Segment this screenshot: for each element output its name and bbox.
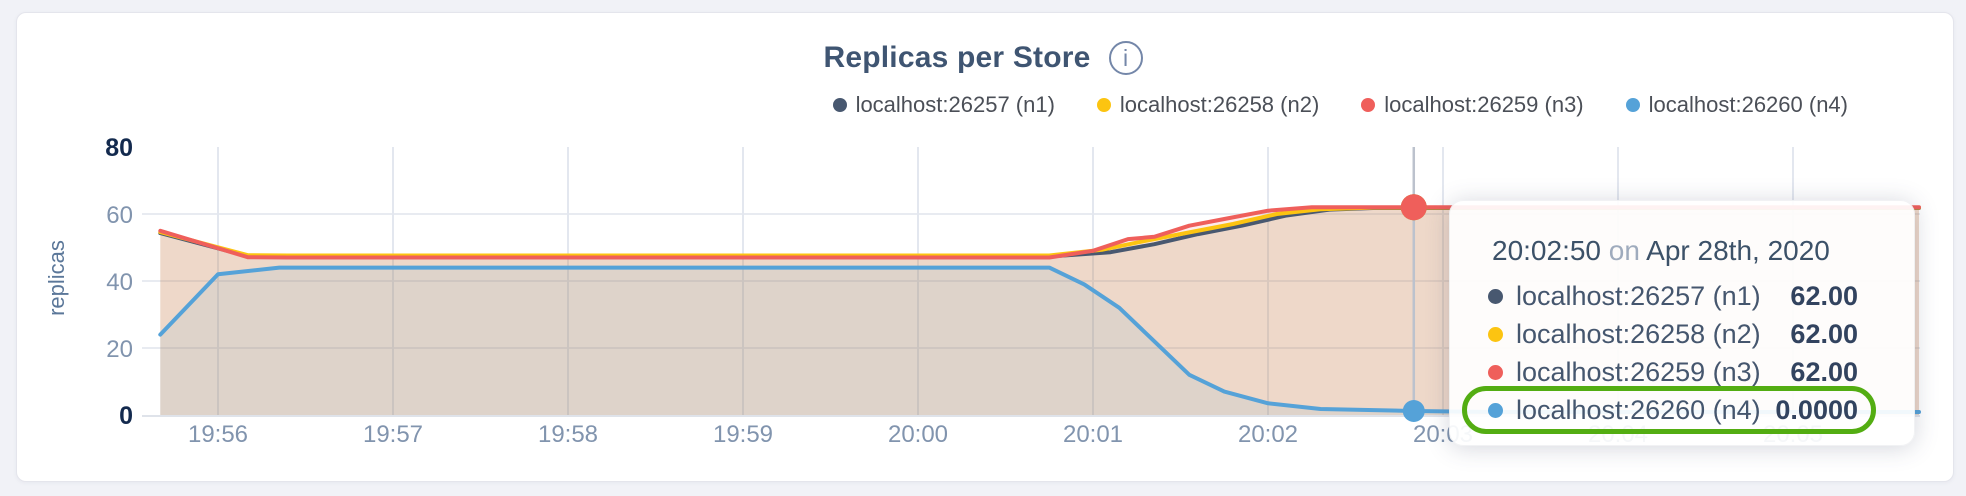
legend-item-n2[interactable]: localhost:26258 (n2)	[1096, 92, 1320, 118]
tooltip-label-n2: localhost:26258 (n2)	[1516, 318, 1761, 349]
hover-tooltip: 20:02:50 on Apr 28th, 2020 localhost:262…	[1449, 200, 1915, 446]
legend-dot-n2	[1096, 98, 1111, 112]
x-tick-20:00: 20:00	[888, 421, 948, 448]
hover-dot-n4	[1402, 399, 1425, 422]
hover-dot-n3	[1400, 194, 1427, 221]
x-tick-19:58: 19:58	[538, 421, 598, 448]
info-icon-glyph: i	[1122, 44, 1129, 71]
tooltip-connector: on	[1608, 235, 1640, 266]
legend-label-n4: localhost:26260 (n4)	[1648, 92, 1848, 117]
tooltip-dot-n4	[1488, 402, 1503, 418]
legend-dot-n3	[1361, 98, 1376, 112]
y-tick-80: 80	[105, 134, 133, 162]
x-tick-19:57: 19:57	[363, 421, 423, 448]
tooltip-rows: localhost:26257 (n1) 62.00 localhost:26258…	[1462, 277, 1876, 434]
tooltip-label-n3: localhost:26259 (n3)	[1516, 356, 1761, 387]
series-area-n4	[160, 267, 1919, 415]
legend-label-n1: localhost:26257 (n1)	[855, 92, 1055, 117]
series-line-n4	[158, 265, 1921, 414]
tooltip-value-n1: 62.00	[1790, 280, 1858, 311]
y-tick-40: 40	[106, 269, 133, 296]
tooltip-date: Apr 28th, 2020	[1646, 235, 1830, 266]
tooltip-dot-n1	[1488, 288, 1503, 304]
tooltip-dot-n3	[1488, 364, 1503, 380]
legend-item-n3[interactable]: localhost:26259 (n3)	[1361, 92, 1584, 118]
legend-dot-n4	[1625, 98, 1640, 112]
tooltip-row-n1: localhost:26257 (n1) 62.00	[1488, 277, 1858, 315]
y-tick-0: 0	[119, 402, 133, 430]
x-tick-19:59: 19:59	[713, 421, 773, 448]
tooltip-time: 20:02:50	[1492, 235, 1601, 266]
tooltip-row-n4: localhost:26260 (n4) 0.0000	[1462, 386, 1876, 434]
y-tick-60: 60	[106, 202, 133, 229]
legend-label-n3: localhost:26259 (n3)	[1384, 92, 1584, 117]
x-tick-20:02: 20:02	[1238, 421, 1298, 448]
x-tick-20:01: 20:01	[1063, 421, 1123, 448]
legend-label-n2: localhost:26258 (n2)	[1119, 92, 1320, 117]
y-tick-20: 20	[106, 336, 133, 363]
info-icon[interactable]: i	[1108, 41, 1143, 75]
tooltip-value-n4: 0.0000	[1775, 394, 1858, 425]
tooltip-label-n4: localhost:26260 (n4)	[1516, 394, 1761, 425]
tooltip-timestamp: 20:02:50 on Apr 28th, 2020	[1488, 235, 1858, 267]
tooltip-dot-n2	[1488, 326, 1503, 342]
legend-item-n1[interactable]: localhost:26257 (n1)	[832, 92, 1055, 118]
tooltip-value-n3: 62.00	[1790, 356, 1858, 387]
tooltip-label-n1: localhost:26257 (n1)	[1516, 280, 1761, 311]
tooltip-value-n2: 62.00	[1790, 318, 1858, 349]
tooltip-row-n2: localhost:26258 (n2) 62.00	[1488, 315, 1858, 353]
tooltip-row-n3: localhost:26259 (n3) 62.00	[1488, 353, 1858, 391]
series-line-n3	[158, 205, 1921, 260]
legend-item-n4[interactable]: localhost:26260 (n4)	[1625, 92, 1848, 118]
chart-title: Replicas per Store	[823, 41, 1091, 74]
chart-header: Replicas per Store i	[0, 38, 1966, 78]
legend-dot-n1	[832, 98, 847, 112]
chart-legend: localhost:26257 (n1) localhost:26258 (n2)…	[832, 92, 1848, 118]
x-tick-19:56: 19:56	[188, 421, 248, 448]
